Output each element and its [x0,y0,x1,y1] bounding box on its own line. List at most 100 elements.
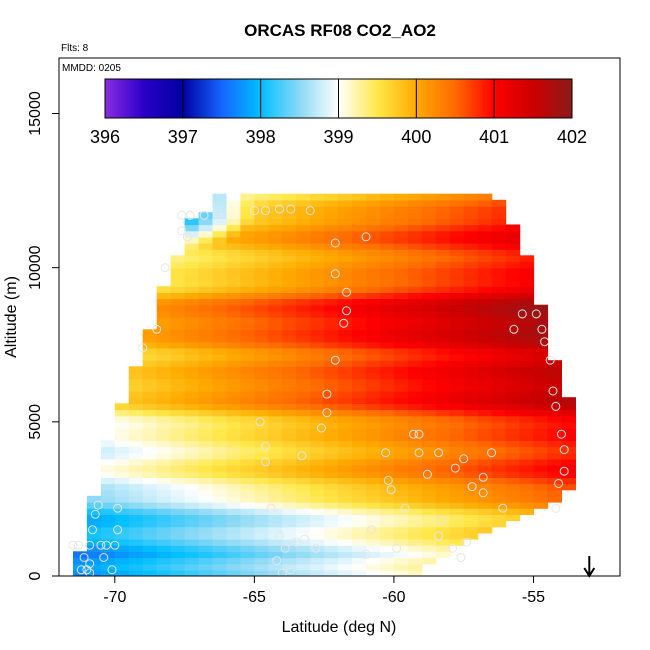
heatmap-cell [310,199,325,207]
heatmap-cell [407,317,423,324]
heatmap-cell [561,440,576,448]
observation-point [554,479,564,488]
heatmap-cell [338,354,353,361]
heatmap-cell [477,428,493,435]
heatmap-cell [421,539,437,546]
heatmap-cell [407,471,423,478]
heatmap-cell [240,557,255,565]
heatmap-cell [226,520,242,528]
heatmap-cell [212,477,228,485]
heatmap-cell [128,489,144,497]
heatmap-cell [268,563,283,571]
heatmap-cell [170,551,186,559]
heatmap-cell [352,243,367,250]
heatmap-cell [254,335,269,343]
heatmap-cell [463,434,479,441]
heatmap-cell [156,446,172,454]
heatmap-cell [380,273,395,281]
heatmap-cell [184,267,200,275]
heatmap-cell [380,551,395,559]
heatmap-cell [268,483,283,491]
heatmap-cell [380,323,395,330]
heatmap-cell [380,539,395,546]
heatmap-cell [491,323,507,330]
heatmap-cell [156,563,172,571]
heatmap-cell [128,471,144,478]
heatmap-cell [198,372,214,380]
heatmap-cell [505,286,521,293]
heatmap-cell [184,557,200,565]
heatmap-cell [282,489,297,497]
heatmap-cell [352,526,367,534]
heatmap-cell [282,539,297,546]
colorbar-tick-label: 400 [401,127,431,147]
heatmap-cell [142,495,158,503]
heatmap-cell [407,286,423,293]
heatmap-cell [477,378,493,386]
heatmap-cell [142,329,158,337]
heatmap-cell [338,335,353,343]
heatmap-cell [533,304,549,312]
heatmap-cell [268,212,283,219]
heatmap-cell [421,243,437,250]
heatmap-cell [100,458,116,466]
heatmap-cell [519,391,535,398]
heatmap-cell [296,415,311,423]
heatmap-cell [338,458,353,466]
heatmap-cell [128,483,144,491]
heatmap-cell [352,397,367,404]
heatmap-cell [324,391,339,398]
heatmap-cell [519,440,535,448]
heatmap-cell [128,372,144,380]
heatmap-cell [421,267,437,275]
heatmap-cell [491,465,507,472]
heatmap-cell [393,452,409,460]
heatmap-cell [463,378,479,386]
heatmap-cell [380,421,395,429]
heatmap-cell [435,218,451,226]
heatmap-cell [338,483,353,491]
heatmap-cell [449,255,465,263]
heatmap-cell [491,280,507,287]
heatmap-cell [338,397,353,404]
heatmap-cell [198,304,214,312]
heatmap-cell [366,354,381,361]
heatmap-cell [463,495,479,503]
observation-point [199,210,209,220]
heatmap-cell [100,502,116,509]
heatmap-cell [282,354,297,361]
heatmap-cell [491,384,507,392]
heatmap-cell [268,458,283,466]
heatmap-cell [324,329,339,337]
heatmap-cell [477,310,493,318]
heatmap-cell [421,218,437,226]
heatmap-cell [324,415,339,423]
heatmap-cell [170,273,186,281]
heatmap-cell [491,458,507,466]
observation-point [261,206,270,216]
heatmap-cell [366,532,381,540]
heatmap-cell [380,502,395,509]
heatmap-cell [310,557,325,565]
heatmap-cell [505,514,521,522]
heatmap-cell [100,483,116,491]
heatmap-cell [435,310,451,318]
observation-point [434,448,444,458]
heatmap-cell [421,483,437,491]
heatmap-cell [352,323,367,330]
heatmap-cell [296,563,311,571]
heatmap-cell [254,366,269,374]
heatmap-cell [533,465,549,472]
observation-point [88,525,97,535]
heatmap-cell [463,335,479,343]
heatmap-cell [170,471,186,478]
heatmap-cell [366,514,381,522]
heatmap-cell [310,378,325,386]
heatmap-cell [254,261,269,269]
heatmap-cell [282,421,297,429]
heatmap-cell [226,421,242,429]
observation-point [76,565,86,575]
heatmap-cell [505,440,521,448]
heatmap-cell [338,341,353,349]
heatmap-cell [338,199,353,207]
